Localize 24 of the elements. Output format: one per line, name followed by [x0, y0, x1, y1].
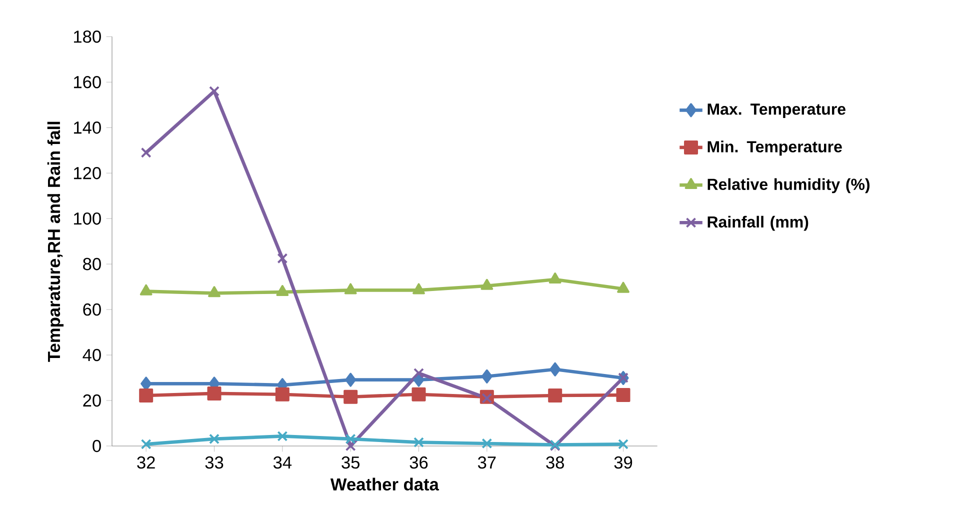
legend-label: Relative humidity (%) [708, 178, 870, 194]
y-tick-label: 40 [82, 348, 101, 362]
x-axis-title: Weather data [330, 478, 440, 491]
x-tick-label: 35 [342, 456, 360, 469]
y-axis-title: Temparature,RH and Rain fall [47, 122, 64, 362]
x-tick-label: 34 [273, 456, 292, 469]
y-tick-label: 180 [74, 30, 101, 43]
x-tick-label: 37 [478, 456, 496, 469]
y-tick-label: 0 [92, 440, 101, 452]
y-tick-label: 100 [74, 212, 101, 225]
y-tick-label: 120 [74, 166, 101, 180]
y-tick-label: 80 [83, 258, 101, 270]
y-tick-label: 140 [74, 121, 101, 134]
x-tick-label: 36 [410, 456, 428, 469]
x-tick-label: 39 [614, 456, 632, 469]
y-tick-label: 160 [74, 76, 101, 88]
x-tick-label: 38 [546, 456, 564, 469]
x-tick-label: 33 [205, 456, 224, 469]
legend-label: Rainfall (mm) [708, 216, 808, 231]
legend-label: Min. Temperature [708, 140, 842, 156]
y-tick-label: 20 [83, 394, 101, 407]
x-tick-label: 32 [137, 456, 155, 469]
legend-label: Max. Temperature [708, 104, 846, 118]
y-tick-label: 60 [83, 303, 101, 316]
